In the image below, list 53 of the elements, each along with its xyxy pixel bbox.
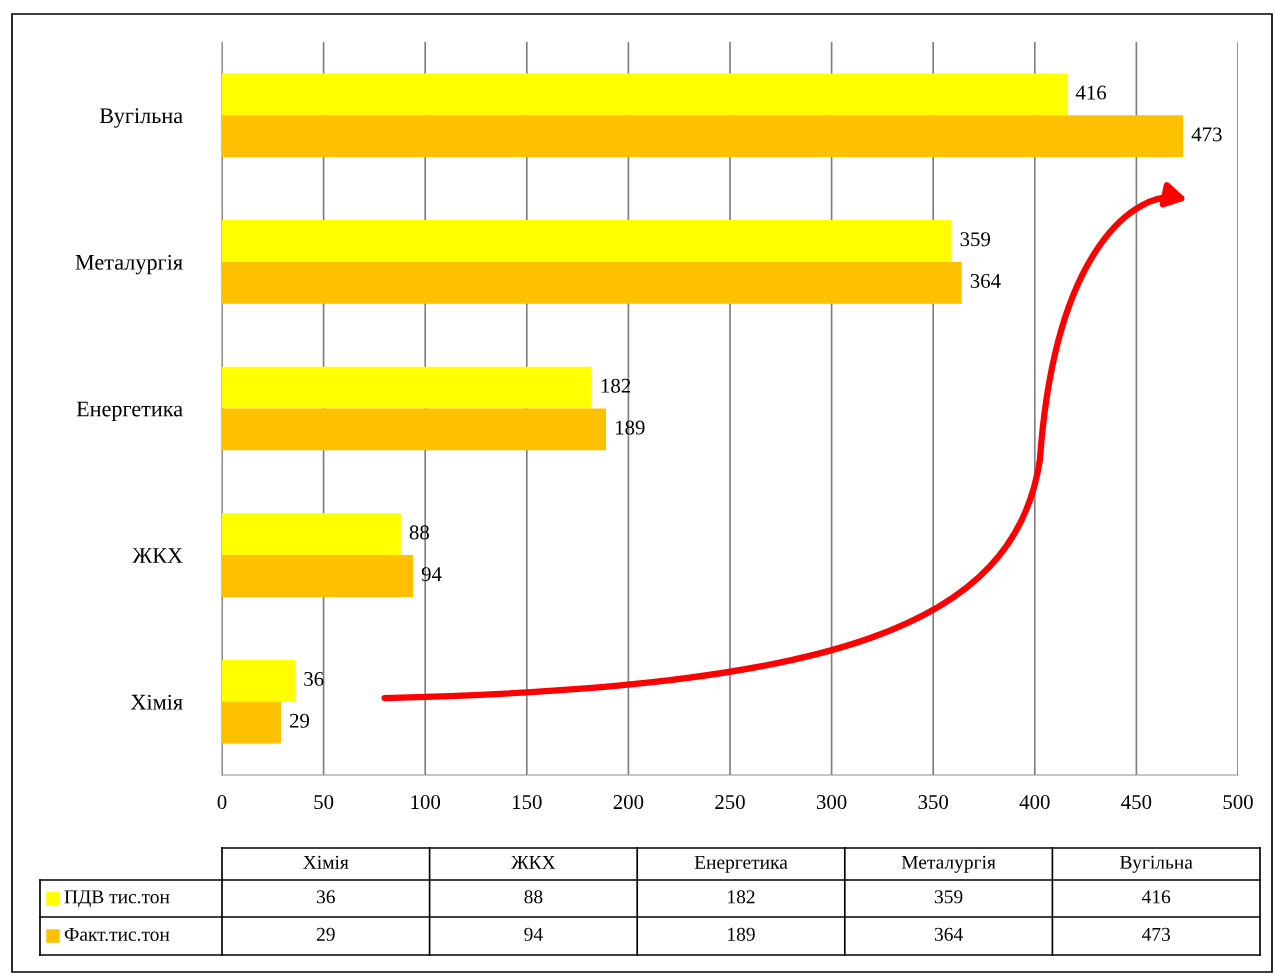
bar [222, 366, 592, 409]
bar [222, 659, 296, 702]
y-tick-label: Енергетика [76, 401, 183, 421]
legend-label: ПДВ тис.тон [64, 890, 170, 908]
category-label: ЖКХ [511, 855, 556, 869]
data-label: 182 [728, 890, 755, 904]
y-tick-label: Вугільна [99, 108, 183, 128]
data-label: 29 [316, 927, 335, 941]
data-label: 364 [970, 274, 1001, 289]
x-tick-label: 250 [715, 795, 745, 810]
x-tick-label: 150 [513, 795, 542, 810]
data-label: 182 [601, 378, 631, 393]
bar [222, 220, 952, 262]
data-label: 473 [1142, 927, 1171, 941]
x-tick-label: 100 [411, 795, 441, 810]
bar [222, 115, 1184, 158]
bar [222, 513, 401, 556]
data-label: 416 [1075, 85, 1107, 100]
data-label: 94 [524, 927, 543, 941]
bar [222, 408, 607, 451]
category-label: Хімія [303, 855, 349, 869]
x-tick-label: 450 [1121, 795, 1152, 810]
category-label: Металургія [901, 855, 996, 873]
data-label: 359 [960, 232, 991, 247]
x-tick-label: 200 [613, 795, 644, 810]
category-label: Вугільна [1120, 855, 1193, 873]
data-label: 88 [524, 890, 543, 904]
data-label: 29 [289, 713, 310, 728]
y-tick-label: ЖКХ [132, 548, 183, 563]
x-tick-label: 500 [1223, 795, 1253, 810]
y-tick-label: Металургія [75, 254, 183, 275]
x-tick-label: 400 [1019, 795, 1050, 810]
data-label: 36 [304, 672, 324, 687]
x-tick-label: 0 [217, 795, 227, 810]
bar [222, 261, 962, 304]
legend-label: Факт.тис.тон [64, 927, 170, 941]
bar [222, 73, 1068, 116]
x-tick-label: 50 [314, 795, 334, 810]
data-label: 416 [1142, 890, 1171, 904]
data-label: 94 [421, 567, 442, 582]
data-label: 189 [616, 420, 645, 435]
category-label: Енергетика [694, 855, 788, 873]
data-label: 364 [934, 927, 963, 941]
x-tick-label: 350 [918, 795, 949, 810]
data-label: 189 [728, 927, 755, 941]
data-label: 88 [409, 525, 429, 540]
bar [222, 555, 414, 597]
data-label: 359 [934, 890, 963, 904]
bar [222, 701, 281, 744]
data-label: 473 [1191, 127, 1222, 142]
data-label: 36 [317, 890, 335, 904]
x-tick-label: 300 [816, 795, 847, 810]
y-tick-label: Хімія [130, 694, 183, 710]
